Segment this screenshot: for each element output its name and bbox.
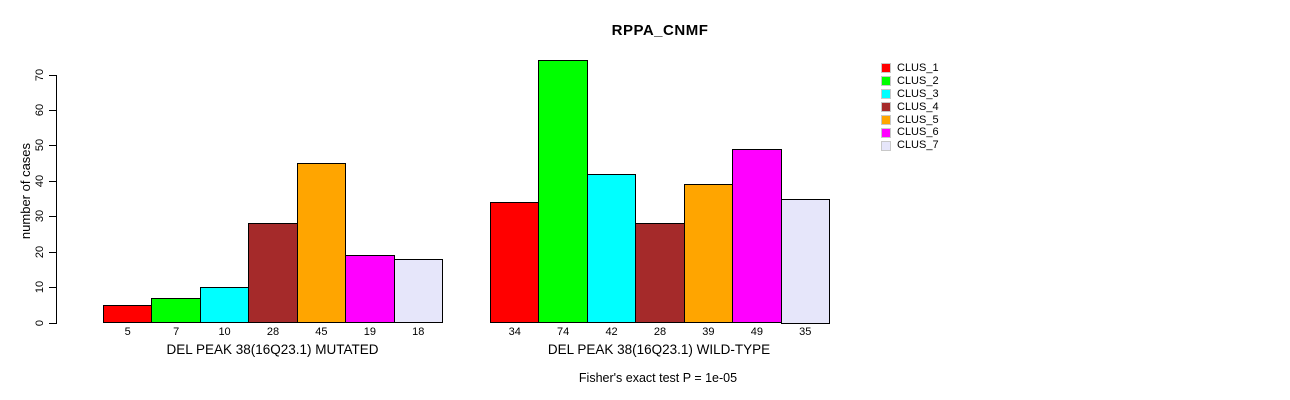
- legend-swatch-icon: [881, 76, 891, 87]
- bar-clus_7-group2: [780, 198, 830, 324]
- bar-value-label: 45: [315, 326, 328, 338]
- chart-title: RPPA_CNMF: [611, 22, 709, 39]
- bar-clus_5-group2: [683, 184, 734, 324]
- y-axis-tick: [49, 180, 56, 182]
- bar-clus_2-group1: [151, 297, 201, 324]
- y-axis-tick: [49, 287, 56, 289]
- bar-value-label: 28: [653, 326, 667, 338]
- y-axis-tick-label: 40: [34, 174, 46, 187]
- legend-item-clus_1: CLUS_1: [881, 62, 939, 75]
- y-axis-tick-label: 10: [34, 280, 46, 294]
- bar-clus_4-group1: [248, 223, 298, 324]
- y-axis-tick: [49, 216, 56, 218]
- bar-value-label: 49: [750, 326, 763, 338]
- legend-item-clus_2: CLUS_2: [881, 75, 939, 88]
- bar-clus_2-group2: [538, 60, 588, 324]
- legend-label: CLUS_4: [897, 100, 939, 113]
- bar-value-label: 7: [173, 326, 180, 338]
- bar-clus_6-group2: [732, 148, 782, 324]
- chart-subtitle: Fisher's exact test P = 1e-05: [578, 371, 738, 385]
- y-axis-tick: [49, 322, 56, 324]
- legend-swatch-icon: [881, 140, 891, 151]
- legend-item-clus_4: CLUS_4: [881, 101, 939, 114]
- legend-swatch-icon: [881, 63, 891, 74]
- bar-clus_1-group1: [103, 304, 153, 324]
- y-axis-tick-label: 0: [34, 319, 46, 326]
- legend-item-clus_6: CLUS_6: [881, 126, 939, 139]
- bar-clus_6-group1: [345, 255, 395, 324]
- bar-clus_4-group2: [635, 223, 685, 324]
- legend-label: CLUS_7: [897, 139, 939, 152]
- bar-value-label: 5: [124, 326, 131, 338]
- legend-swatch-icon: [881, 115, 891, 125]
- bar-clus_7-group1: [393, 258, 443, 324]
- bar-value-label: 42: [605, 326, 618, 338]
- legend-item-clus_7: CLUS_7: [881, 139, 939, 152]
- bar-clus_1-group2: [490, 202, 540, 324]
- bar-value-label: 10: [218, 326, 231, 338]
- y-axis-tick-label: 50: [34, 139, 46, 152]
- y-axis-tick-label: 30: [34, 210, 46, 223]
- legend-label: CLUS_2: [897, 74, 939, 87]
- legend: CLUS_1 CLUS_2 CLUS_3 CLUS_4 CLUS_5 CLUS_6 CLUS…: [881, 62, 939, 152]
- y-axis-tick-label: 70: [34, 68, 46, 81]
- legend-label: CLUS_1: [897, 61, 939, 74]
- bar-value-label: 39: [702, 326, 715, 338]
- legend-swatch-icon: [881, 127, 891, 138]
- y-axis-label: number of cases: [18, 142, 33, 240]
- legend-item-clus_3: CLUS_3: [881, 88, 939, 101]
- y-axis-tick-label: 20: [34, 245, 46, 258]
- bar-value-label: 19: [363, 326, 376, 338]
- legend-label: CLUS_5: [897, 113, 939, 126]
- legend-swatch-icon: [881, 89, 891, 100]
- bar-clus_5-group1: [296, 163, 347, 324]
- y-axis-tick: [49, 251, 56, 253]
- y-axis-tick: [49, 74, 56, 76]
- legend-label: CLUS_6: [897, 126, 939, 139]
- bar-value-label: 18: [412, 326, 425, 338]
- x-axis-label-wildtype: DEL PEAK 38(16Q23.1) WILD-TYPE: [547, 342, 771, 357]
- y-axis-tick: [49, 109, 56, 111]
- bar-value-label: 74: [557, 326, 570, 338]
- y-axis-line: [56, 74, 57, 324]
- x-axis-label-mutated: DEL PEAK 38(16Q23.1) MUTATED: [166, 342, 379, 357]
- bar-value-label: 28: [266, 326, 280, 338]
- y-axis-tick: [49, 145, 56, 147]
- y-axis-tick-label: 60: [34, 103, 46, 117]
- legend-label: CLUS_3: [897, 87, 939, 100]
- legend-swatch-icon: [881, 102, 891, 113]
- bar-clus_3-group2: [586, 173, 637, 324]
- bar-value-label: 34: [508, 326, 521, 338]
- bar-value-label: 35: [799, 326, 812, 338]
- bar-clus_3-group1: [199, 287, 250, 324]
- legend-item-clus_5: CLUS_5: [881, 114, 939, 127]
